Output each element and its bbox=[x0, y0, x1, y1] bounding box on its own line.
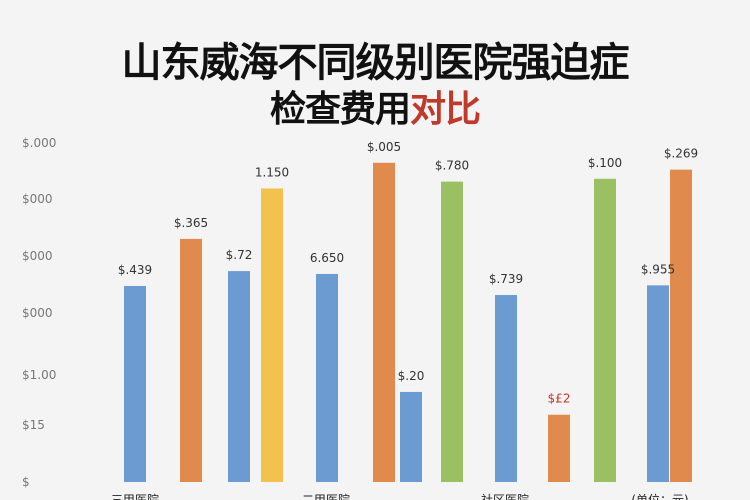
chart-title-line2: 检查费用对比 bbox=[0, 80, 750, 132]
y-axis-ticks: $.000 $000 $000 $000 $1.00 $15 $ bbox=[22, 136, 56, 489]
chart-title-line1: 山东威海不同级别医院强迫症 bbox=[121, 40, 630, 86]
bar bbox=[670, 169, 692, 482]
data-label: $.439 bbox=[118, 263, 152, 277]
y-tick-label: $000 bbox=[22, 249, 53, 263]
bar bbox=[400, 391, 422, 482]
data-label: $.780 bbox=[435, 159, 469, 173]
y-tick-label: $000 bbox=[22, 192, 53, 206]
y-tick-label: $15 bbox=[22, 418, 45, 432]
bar bbox=[261, 188, 283, 482]
y-tick-label: $ bbox=[22, 475, 30, 489]
x-axis-categories: 三甲医院 二甲医院 社区医院 (单位：元) bbox=[111, 492, 689, 500]
bar bbox=[441, 181, 463, 483]
data-label: $£2 bbox=[548, 392, 571, 406]
category-label: 三甲医院 bbox=[111, 493, 159, 500]
chart-title-line2-main: 检查费用 bbox=[269, 89, 411, 130]
data-label: $.005 bbox=[367, 140, 401, 154]
category-label: 二甲医院 bbox=[302, 493, 350, 500]
data-label: 6.650 bbox=[310, 251, 344, 265]
y-tick-label: $.000 bbox=[22, 136, 56, 150]
bar bbox=[647, 285, 669, 482]
data-label: $.20 bbox=[398, 369, 425, 383]
chart-title-line2-accent: 对比 bbox=[410, 89, 481, 130]
category-label: 社区医院 bbox=[481, 492, 529, 500]
bars bbox=[124, 162, 692, 483]
data-label: $.269 bbox=[664, 147, 698, 161]
y-tick-label: $000 bbox=[22, 306, 53, 320]
bar bbox=[316, 273, 338, 482]
y-tick-label: $1.00 bbox=[22, 368, 56, 382]
bar bbox=[373, 162, 395, 483]
category-label: (单位：元) bbox=[631, 492, 688, 500]
data-label: 1.150 bbox=[255, 165, 289, 179]
bar bbox=[228, 271, 250, 482]
bar bbox=[180, 238, 202, 482]
data-label: $.100 bbox=[588, 156, 622, 170]
bar bbox=[548, 414, 570, 482]
data-label: $.365 bbox=[174, 216, 208, 230]
bar bbox=[495, 295, 517, 482]
data-labels: $.439 $.365 $.72 1.150 6.650 $.005 $.20 $.780 $.… bbox=[118, 140, 698, 406]
data-label: $.72 bbox=[226, 248, 253, 262]
data-label: $.955 bbox=[641, 262, 675, 276]
bar bbox=[124, 285, 146, 482]
bar bbox=[594, 178, 616, 482]
data-label: $.739 bbox=[489, 272, 523, 286]
